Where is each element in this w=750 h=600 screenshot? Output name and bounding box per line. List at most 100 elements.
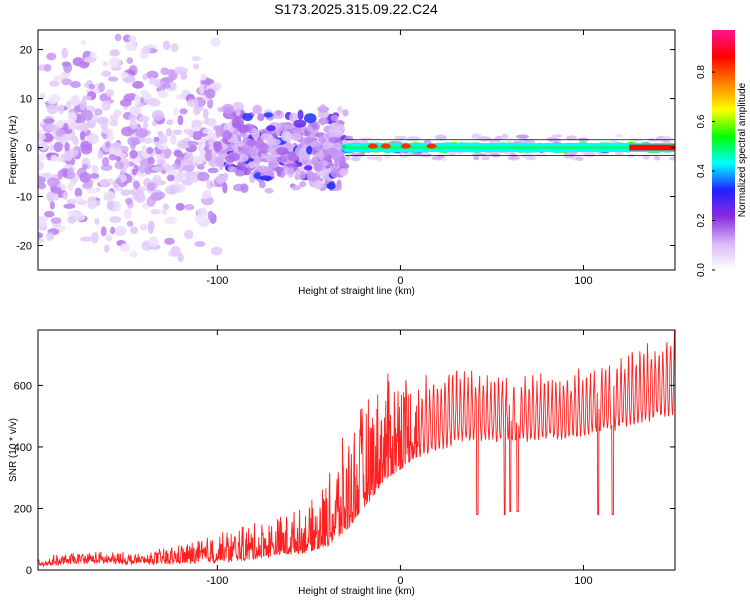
spectrum-blob	[66, 198, 77, 205]
spectrum-blob	[165, 185, 178, 195]
spectrum-blob	[194, 154, 207, 165]
spectrum-blob	[142, 73, 148, 81]
spectrum-blob	[215, 175, 226, 184]
spectrum-blob	[50, 217, 62, 224]
spectrum-blob	[82, 95, 92, 101]
spectrum-blob	[228, 166, 238, 173]
spectrum-blob	[126, 220, 134, 227]
spectrum-blob	[197, 171, 210, 182]
spectrum-blob	[38, 182, 46, 190]
spectrum-blob	[197, 207, 208, 218]
spectrum-blob	[173, 106, 179, 116]
spectrum-blob	[61, 47, 69, 59]
y-tick-label: 600	[14, 380, 32, 392]
x-tick-label: 0	[397, 575, 403, 587]
spectrum-blob	[46, 104, 59, 115]
spectrum-blob	[213, 143, 223, 152]
spectrum-blob	[318, 135, 325, 143]
spectrum-blob	[436, 154, 445, 159]
spectrum-blob	[563, 154, 575, 159]
spectrum-blob	[38, 133, 47, 141]
spectrum-blob	[275, 155, 288, 163]
spectrum-blob	[47, 98, 58, 105]
spectrum-blob	[295, 146, 301, 156]
spectrum-blob	[109, 119, 119, 127]
spectrum-blob	[142, 137, 154, 145]
spectrum-blob	[139, 162, 146, 174]
spectrum-blob	[317, 106, 330, 113]
spectrum-blob	[177, 252, 184, 263]
spectrum-blob	[150, 208, 161, 215]
spectrum-blob	[293, 119, 307, 128]
band-center	[345, 146, 675, 150]
spectrum-blob	[297, 109, 304, 121]
spectrum-blob	[184, 203, 195, 211]
spectrum-blob	[312, 123, 318, 130]
spectrum-blob	[120, 189, 131, 196]
spectrum-blob	[80, 109, 93, 121]
spectrum-blob	[256, 165, 269, 173]
spectrum-blob	[146, 146, 154, 155]
spectrum-blob	[183, 153, 194, 163]
spectrum-blob	[242, 113, 253, 122]
spectrum-blob	[148, 98, 161, 107]
spectrum-blob	[276, 147, 289, 156]
spectrum-blob	[269, 160, 278, 168]
spectrum-blob	[172, 129, 183, 136]
spectrum-blob	[100, 226, 107, 237]
spectrum-blob	[299, 181, 307, 188]
spectrum-blob	[160, 67, 169, 76]
spectrum-blob	[306, 145, 313, 155]
spectrum-blob	[45, 123, 56, 132]
spectrum-blob	[86, 195, 97, 207]
spectrum-blob	[166, 174, 175, 182]
spectrum-blob	[152, 174, 162, 185]
plot1-frame	[37, 29, 676, 271]
spectrum-blob	[210, 246, 223, 256]
spectrum-blob	[332, 142, 342, 151]
spectrum-blob	[119, 242, 131, 252]
spectrum-blob	[205, 88, 216, 99]
spectrum-blob	[202, 189, 212, 199]
spectrum-blob	[125, 41, 138, 52]
spectrum-blob	[94, 108, 103, 116]
spectrum-blob	[268, 170, 275, 178]
spectrum-blob	[74, 187, 83, 198]
spectrum-blob	[235, 107, 241, 117]
spectrum-blob	[339, 155, 346, 166]
spectrum-blob	[135, 128, 149, 139]
spectrum-blob	[61, 133, 73, 141]
spectrum-blob	[214, 157, 225, 165]
spectrum-blob	[108, 153, 117, 161]
spectrum-blob	[67, 167, 75, 179]
spectrum-blob	[179, 108, 188, 115]
spectrum-blob	[64, 142, 70, 152]
spectrum-blob	[47, 177, 60, 188]
spectrum-blob	[298, 152, 311, 161]
spectrum-blob	[313, 162, 323, 172]
spectrum-blob	[49, 80, 60, 87]
spectrum-blob	[44, 210, 55, 218]
spectrum-blob	[38, 220, 47, 228]
spectrum-blob	[288, 154, 300, 162]
spectrum-blob	[668, 156, 675, 161]
spectrum-blob	[551, 134, 563, 138]
spectrum-blob	[147, 156, 155, 165]
spectrum-blob	[79, 172, 91, 183]
spectrum-blob	[237, 124, 250, 134]
spectrum-blob	[210, 37, 221, 48]
spectrum-blob	[107, 76, 119, 82]
spectrum-blob	[406, 136, 421, 142]
spectrum-blob	[306, 125, 313, 132]
spectrum-blob	[175, 202, 185, 211]
spectrum-blob	[73, 196, 84, 202]
y-tick-label: 200	[14, 503, 32, 515]
spectrum-blob	[144, 163, 153, 175]
spectrum-blob	[50, 154, 58, 162]
spectrum-blob	[575, 156, 584, 161]
spectrum-blob	[614, 133, 624, 138]
spectrum-blob	[91, 233, 99, 244]
spectrum-blob	[614, 150, 624, 156]
x-tick-label: 100	[574, 575, 592, 587]
